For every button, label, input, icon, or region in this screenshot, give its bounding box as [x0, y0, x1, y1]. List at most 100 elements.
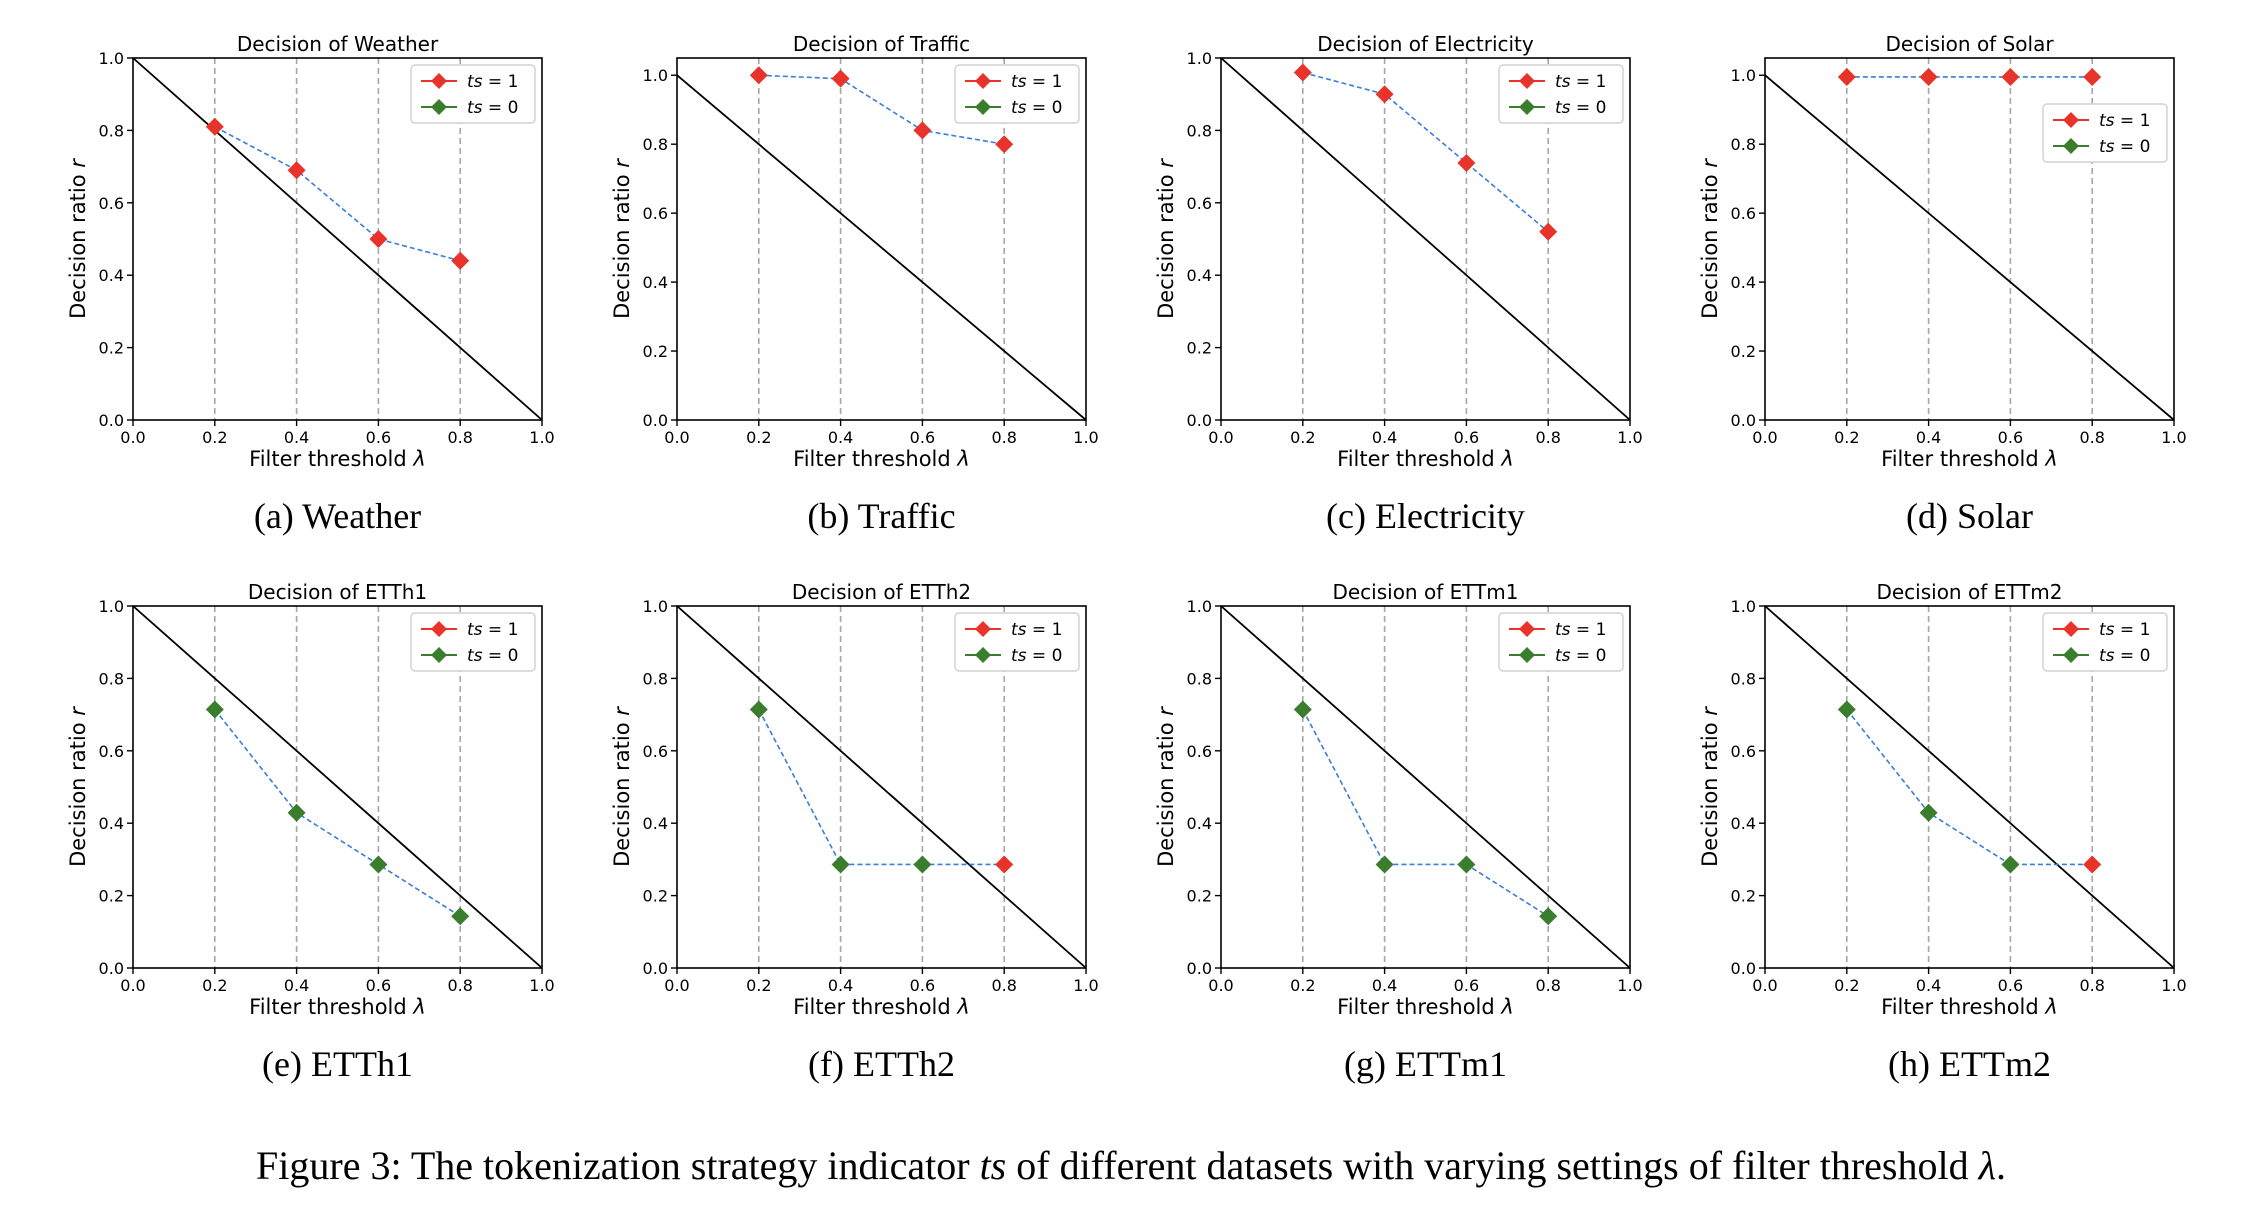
legend: ts = 1 ts = 0 [1498, 612, 1624, 672]
x-tick-label: 0.6 [1454, 428, 1479, 447]
data-point [1457, 855, 1476, 874]
data-point [451, 251, 470, 270]
legend-marker [1519, 99, 1535, 115]
x-tick-label: 0.2 [1834, 976, 1859, 995]
legend-label: ts = 1 [467, 620, 518, 640]
y-tick-label: 0.2 [1187, 339, 1212, 358]
data-point [1837, 700, 1856, 719]
data-point [369, 855, 388, 874]
data-point [749, 700, 768, 719]
legend-marker [2063, 621, 2079, 637]
series-connector [214, 709, 461, 917]
legend: ts = 1 ts = 0 [410, 612, 536, 672]
y-axis-label: Decision ratio r [66, 706, 90, 867]
chart-panel: 0.0 0.2 0.4 0.6 0.8 1.0 0.0 0.2 0.4 0.6 0.8 1.0 Deci… [1698, 32, 2187, 536]
legend-marker [1519, 621, 1535, 637]
chart-panel: 0.0 0.2 0.4 0.6 0.8 1.0 0.0 0.2 0.4 0.6 0.8 1.0 Deci… [1154, 580, 1643, 1084]
y-tick-label: 0.4 [1731, 273, 1756, 292]
reference-diagonal [1764, 74, 2175, 421]
x-axis-label: Filter threshold λ [793, 995, 970, 1019]
y-tick-label: 0.8 [1731, 135, 1756, 154]
x-axis-label: Filter threshold λ [249, 995, 426, 1019]
data-point [1539, 222, 1558, 241]
axes-frame [132, 57, 543, 421]
data-point [749, 66, 768, 85]
subcaption: (c) Electricity [1326, 496, 1525, 536]
x-tick-label: 0.0 [1208, 428, 1233, 447]
legend-marker [1519, 73, 1535, 89]
x-tick-label: 0.6 [1454, 976, 1479, 995]
figure-caption: Figure 3: The tokenization strategy indi… [0, 1142, 2262, 1189]
x-tick-label: 0.0 [1752, 976, 1777, 995]
y-axis-label: Decision ratio r [1698, 706, 1722, 867]
legend-marker [1519, 647, 1535, 663]
x-tick-label: 1.0 [529, 428, 554, 447]
series-connector [1846, 709, 2093, 866]
data-point [995, 855, 1014, 874]
y-tick-label: 0.0 [643, 959, 668, 978]
data-point [913, 121, 932, 140]
axes-frame [676, 605, 1087, 969]
x-axis-label: Filter threshold λ [1337, 447, 1514, 471]
legend-label: ts = 0 [1555, 98, 1606, 118]
axes-frame [132, 605, 543, 969]
x-tick-label: 0.4 [1916, 976, 1941, 995]
y-tick-label: 1.0 [99, 49, 124, 68]
data-point [205, 117, 224, 136]
legend-label: ts = 1 [467, 72, 518, 92]
y-tick-label: 0.4 [1731, 814, 1756, 833]
x-tick-label: 0.4 [828, 976, 853, 995]
x-tick-label: 0.6 [1998, 428, 2023, 447]
caption-prefix: Figure 3: The tokenization strategy indi… [256, 1143, 980, 1188]
y-tick-label: 0.0 [99, 411, 124, 430]
x-axis-label: Filter threshold λ [1337, 995, 1514, 1019]
x-tick-label: 0.2 [1290, 976, 1315, 995]
y-tick-label: 0.2 [1731, 342, 1756, 361]
x-tick-label: 0.6 [366, 976, 391, 995]
y-tick-label: 0.8 [1731, 669, 1756, 688]
x-tick-label: 0.8 [447, 976, 472, 995]
chart-title: Decision of ETTm2 [1876, 580, 2062, 604]
y-tick-label: 0.4 [1187, 266, 1212, 285]
reference-diagonal [1220, 605, 1631, 969]
y-axis-label: Decision ratio r [66, 158, 90, 319]
y-tick-label: 0.4 [643, 273, 668, 292]
reference-diagonal [676, 74, 1087, 421]
x-tick-label: 0.6 [910, 428, 935, 447]
x-tick-label: 0.8 [991, 976, 1016, 995]
data-point [287, 161, 306, 180]
y-tick-label: 0.2 [1731, 887, 1756, 906]
y-tick-label: 0.8 [1187, 121, 1212, 140]
axes-frame [1764, 57, 2175, 421]
caption-var-lambda: λ [1978, 1143, 1996, 1188]
series-connector [758, 709, 1005, 866]
chart-panel: 0.0 0.2 0.4 0.6 0.8 1.0 0.0 0.2 0.4 0.6 0.8 1.0 Deci… [1154, 32, 1643, 536]
y-tick-label: 1.0 [643, 597, 668, 616]
subcaption: (a) Weather [254, 496, 421, 536]
legend-label: ts = 1 [1555, 620, 1606, 640]
legend: ts = 1 ts = 0 [410, 64, 536, 124]
y-axis-label: Decision ratio r [1698, 158, 1722, 319]
y-axis-label: Decision ratio r [610, 706, 634, 867]
data-point [451, 907, 470, 926]
axes-frame [1220, 605, 1631, 969]
x-tick-label: 0.4 [1916, 428, 1941, 447]
data-point [369, 230, 388, 248]
y-tick-label: 0.4 [643, 814, 668, 833]
y-tick-label: 0.6 [99, 194, 124, 213]
y-tick-label: 1.0 [1187, 597, 1212, 616]
y-tick-label: 1.0 [643, 66, 668, 85]
y-tick-label: 0.2 [99, 339, 124, 358]
y-tick-label: 1.0 [99, 597, 124, 616]
data-point [2001, 67, 2020, 86]
y-tick-label: 0.4 [99, 814, 124, 833]
legend-marker [431, 621, 447, 637]
y-tick-label: 0.8 [99, 121, 124, 140]
legend-label: ts = 0 [2099, 137, 2150, 157]
x-tick-label: 0.2 [1290, 428, 1315, 447]
reference-diagonal [132, 57, 543, 421]
x-tick-label: 0.2 [1834, 428, 1859, 447]
y-tick-label: 0.8 [99, 669, 124, 688]
chart-title: Decision of ETTh2 [792, 580, 971, 604]
series-connector [1302, 71, 1549, 233]
